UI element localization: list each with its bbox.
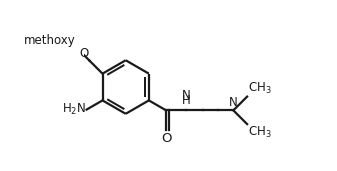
- Text: CH$_3$: CH$_3$: [248, 125, 272, 140]
- Text: O: O: [161, 132, 171, 145]
- Text: H: H: [182, 94, 190, 107]
- Text: N: N: [229, 96, 238, 109]
- Text: H$_2$N: H$_2$N: [62, 102, 86, 117]
- Text: CH$_3$: CH$_3$: [248, 81, 272, 96]
- Text: methoxy: methoxy: [24, 34, 76, 47]
- Text: N: N: [182, 89, 190, 102]
- Text: O: O: [80, 47, 89, 60]
